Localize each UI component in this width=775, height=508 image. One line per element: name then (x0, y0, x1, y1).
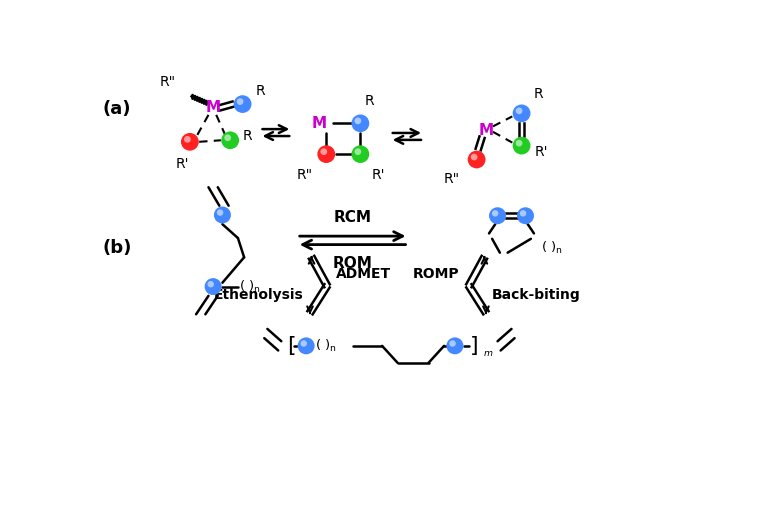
Circle shape (446, 337, 463, 355)
Circle shape (320, 148, 327, 155)
Circle shape (513, 137, 531, 154)
Circle shape (449, 340, 456, 346)
Text: ROMP: ROMP (413, 267, 460, 281)
Text: R: R (256, 84, 265, 98)
Circle shape (234, 95, 251, 113)
Circle shape (515, 108, 522, 114)
Text: ADMET: ADMET (336, 267, 391, 281)
Text: ]: ] (470, 336, 478, 356)
Text: (b): (b) (102, 239, 132, 257)
Text: M: M (478, 123, 494, 138)
Text: R": R" (160, 76, 176, 89)
Circle shape (236, 98, 243, 105)
Text: ROM: ROM (332, 256, 373, 271)
Circle shape (214, 206, 231, 224)
Circle shape (492, 210, 498, 216)
Circle shape (517, 207, 534, 224)
Text: (a): (a) (102, 101, 131, 118)
Circle shape (224, 135, 231, 141)
Text: $_m$: $_m$ (483, 345, 494, 359)
Text: M: M (205, 101, 221, 115)
Text: [: [ (287, 336, 295, 356)
Circle shape (354, 117, 361, 124)
Circle shape (351, 114, 370, 132)
Circle shape (513, 105, 531, 122)
Text: RCM: RCM (333, 210, 372, 225)
Circle shape (515, 140, 522, 146)
Circle shape (301, 340, 307, 346)
Circle shape (489, 207, 506, 224)
Text: $\mathregular{(\ )_n}$: $\mathregular{(\ )_n}$ (239, 278, 260, 295)
Text: R: R (243, 130, 252, 143)
Text: R': R' (371, 168, 384, 182)
Circle shape (470, 154, 477, 161)
Text: M: M (311, 116, 326, 131)
Text: R: R (365, 94, 374, 108)
Text: Ethenolysis: Ethenolysis (214, 288, 304, 302)
Circle shape (351, 145, 370, 163)
Circle shape (520, 210, 526, 216)
Circle shape (217, 209, 223, 216)
Circle shape (467, 151, 485, 168)
Text: $\mathregular{(\ )_n}$: $\mathregular{(\ )_n}$ (315, 338, 337, 354)
Circle shape (222, 132, 239, 149)
Text: R: R (533, 87, 542, 101)
Circle shape (181, 133, 198, 151)
Circle shape (354, 148, 361, 155)
Circle shape (208, 281, 214, 288)
Circle shape (317, 145, 335, 163)
Text: R": R" (443, 172, 460, 186)
Text: Back-biting: Back-biting (492, 288, 581, 302)
Text: R": R" (296, 168, 312, 182)
Text: R': R' (535, 145, 548, 159)
Circle shape (184, 136, 191, 143)
Text: R': R' (175, 157, 189, 171)
Text: $\mathregular{(\ )_n}$: $\mathregular{(\ )_n}$ (541, 240, 563, 256)
Circle shape (298, 337, 315, 355)
Circle shape (205, 278, 222, 295)
